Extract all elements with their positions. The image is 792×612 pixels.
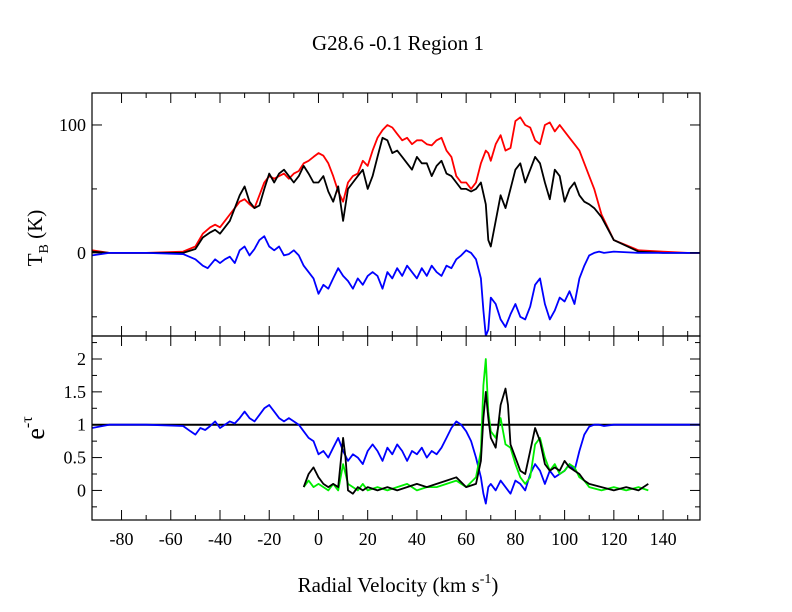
x-tick-label: -20 bbox=[257, 529, 281, 549]
bottom-series-3-line bbox=[302, 387, 649, 495]
top-y-axis-label-sub: B bbox=[37, 244, 52, 253]
bottom-y-tick-label: 1 bbox=[77, 415, 86, 435]
x-tick-label: -40 bbox=[208, 529, 232, 549]
bottom-series-1-line bbox=[92, 404, 700, 505]
x-tick-label: -60 bbox=[159, 529, 183, 549]
x-axis-label-main: Radial Velocity (km s bbox=[298, 573, 480, 597]
x-axis-label-sup: -1 bbox=[480, 572, 492, 587]
top-y-axis-label: TB (K) bbox=[23, 210, 52, 267]
chart-title: G28.6 -0.1 Region 1 bbox=[312, 31, 484, 55]
x-tick-labels: -80 -60 -40 -20 0 20 40 60 80 100 120 140 bbox=[110, 529, 677, 549]
x-tick-label: 20 bbox=[359, 529, 377, 549]
bottom-y-tick-label: 1.5 bbox=[64, 382, 87, 402]
top-plot-frame bbox=[91, 92, 701, 337]
top-series-2-line bbox=[92, 235, 700, 336]
top-y-tick-label: 0 bbox=[77, 243, 86, 263]
top-y-tick-label: 100 bbox=[59, 115, 86, 135]
top-series-group bbox=[92, 116, 700, 336]
top-series-0-line bbox=[92, 116, 700, 254]
bottom-y-tick-label: 0.5 bbox=[64, 448, 87, 468]
top-panel: 0 100 bbox=[59, 92, 701, 337]
x-tick-label: 60 bbox=[457, 529, 475, 549]
x-tick-label: 40 bbox=[408, 529, 426, 549]
top-y-axis-label-main: T bbox=[23, 253, 47, 266]
bottom-y-axis-label-main: e bbox=[21, 428, 50, 440]
x-tick-label: -80 bbox=[110, 529, 134, 549]
x-tick-label: 120 bbox=[600, 529, 627, 549]
x-axis-label: Radial Velocity (km s-1) bbox=[298, 572, 499, 597]
x-tick-label: 100 bbox=[551, 529, 578, 549]
bottom-y-tick-label: 0 bbox=[77, 480, 86, 500]
x-axis-label-tail: ) bbox=[491, 573, 498, 597]
bottom-plot-frame bbox=[91, 335, 701, 521]
top-series-1-line bbox=[92, 136, 700, 254]
bottom-y-axis-label: e-τ bbox=[19, 416, 50, 440]
bottom-y-tick-label: 2 bbox=[77, 349, 86, 369]
top-y-axis-label-unit: (K) bbox=[23, 210, 47, 244]
x-tick-label: 0 bbox=[314, 529, 323, 549]
bottom-y-axis-label-sup: -τ bbox=[19, 416, 36, 428]
bottom-series-group bbox=[92, 358, 700, 505]
bottom-panel: 0 0.5 1 1.5 2 bbox=[64, 335, 701, 521]
x-tick-label: 80 bbox=[506, 529, 524, 549]
x-tick-label: 140 bbox=[650, 529, 677, 549]
